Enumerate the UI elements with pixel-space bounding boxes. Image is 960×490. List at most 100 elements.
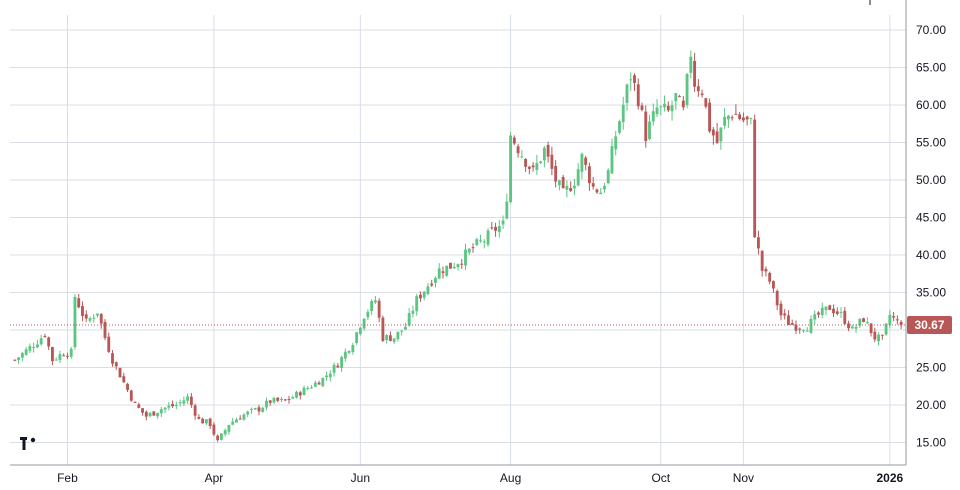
candle-body <box>129 390 133 401</box>
candle-body <box>351 345 355 352</box>
candle-body <box>873 331 877 340</box>
candle-body <box>696 86 700 92</box>
y-tick-label: 55.00 <box>916 136 946 150</box>
candle-body <box>43 336 47 338</box>
candle-body <box>666 105 670 111</box>
candle-body <box>730 117 734 119</box>
candle-body <box>126 383 129 391</box>
candle-body <box>396 331 400 340</box>
candle-body <box>456 264 460 268</box>
candle-body <box>865 322 869 324</box>
candle-body <box>167 405 171 408</box>
candle-body <box>828 305 832 311</box>
candle-body <box>114 362 118 367</box>
candle-body <box>753 119 757 238</box>
candle-body <box>242 414 246 420</box>
candle-body <box>576 169 580 186</box>
candle-body <box>411 310 415 314</box>
candle-body <box>524 158 528 167</box>
candle-body <box>888 314 892 325</box>
last-price-label: 30.67 <box>914 318 944 332</box>
candle-body <box>13 359 17 361</box>
candle-body <box>843 310 847 324</box>
candle-body <box>20 353 24 358</box>
candle-body <box>62 355 66 357</box>
candle-body <box>426 286 430 294</box>
candle-body <box>719 127 723 142</box>
candle-body <box>501 220 505 225</box>
candle-body <box>614 136 618 150</box>
y-tick-label: 15.00 <box>916 436 946 450</box>
y-tick-label: 25.00 <box>916 361 946 375</box>
candle-body <box>385 335 389 341</box>
candle-body <box>77 298 81 308</box>
candle-body <box>197 416 201 419</box>
candle-body <box>231 421 235 425</box>
candle-body <box>182 400 186 404</box>
candle-body <box>708 102 712 132</box>
candle-body <box>756 237 760 249</box>
candle-body <box>92 317 96 319</box>
candle-body <box>73 296 77 348</box>
x-tick-label: Jun <box>351 471 370 485</box>
candle-body <box>47 337 51 347</box>
candle-body <box>869 323 873 334</box>
candle-body <box>28 346 32 351</box>
candle-body <box>212 424 216 435</box>
candle-body <box>283 399 287 401</box>
tradingview-logo[interactable] <box>20 437 36 450</box>
candle-body <box>704 98 708 107</box>
candle-body <box>595 189 599 193</box>
candle-body <box>287 398 291 400</box>
candle-body <box>137 404 141 408</box>
candle-body <box>313 382 317 387</box>
candle-body <box>122 376 126 383</box>
candle-body <box>343 351 347 359</box>
x-tick-label: Nov <box>733 471 754 485</box>
candle-body <box>265 400 268 408</box>
candle-body <box>336 365 340 368</box>
candle-body <box>832 308 835 314</box>
candle-body <box>381 317 385 341</box>
last-price-tag <box>907 315 952 334</box>
candle-body <box>847 323 850 329</box>
candle-body <box>88 318 92 321</box>
candle-body <box>392 338 396 342</box>
candle-body <box>370 301 374 311</box>
candle-body <box>539 161 543 164</box>
candle-body <box>798 328 802 330</box>
candle-body <box>204 419 208 424</box>
candle-body <box>546 144 550 157</box>
candle-body <box>629 79 633 81</box>
candle-body <box>24 349 28 355</box>
candle-body <box>700 93 704 95</box>
candle-body <box>445 265 449 276</box>
candle-body <box>670 105 674 112</box>
candle-body <box>69 348 73 357</box>
candle-body <box>235 419 238 423</box>
candle-body <box>388 335 392 341</box>
candle-body <box>216 435 220 441</box>
candle-body <box>325 375 328 378</box>
candle-body <box>636 84 640 107</box>
x-tick-label: Aug <box>500 471 521 485</box>
candle-body <box>475 239 479 245</box>
candle-body <box>133 401 137 403</box>
candle-body <box>603 185 606 190</box>
candle-body <box>599 192 603 195</box>
candle-body <box>310 387 313 389</box>
candle-body <box>561 176 565 189</box>
candle-body <box>490 227 494 229</box>
candle-body <box>328 373 332 378</box>
candle-body <box>66 355 69 357</box>
y-tick-label: 50.00 <box>916 173 946 187</box>
candle-body <box>163 407 167 410</box>
candle-body <box>663 103 666 108</box>
candles <box>13 50 903 442</box>
candle-body <box>422 291 426 298</box>
candle-body <box>362 318 366 329</box>
candle-body <box>764 268 768 272</box>
candle-body <box>858 318 862 326</box>
candle-body <box>850 326 854 329</box>
